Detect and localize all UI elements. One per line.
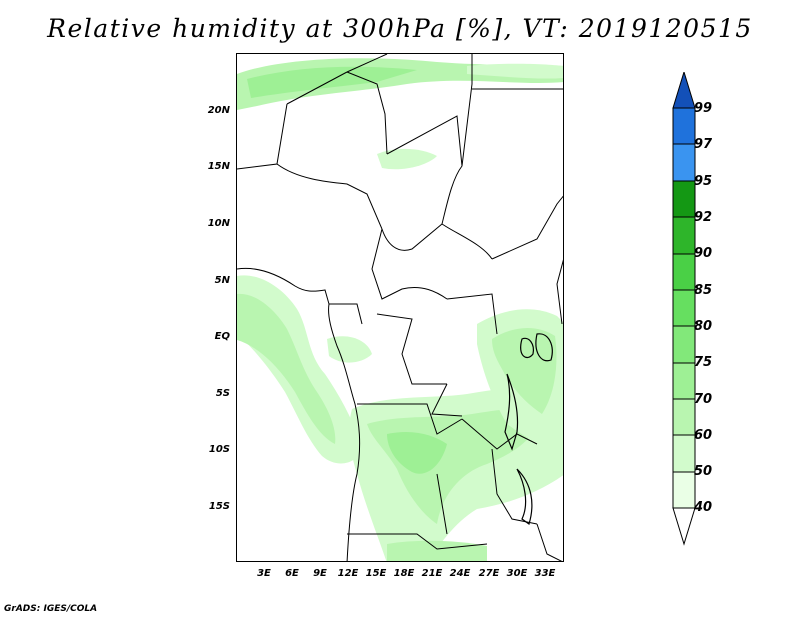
colorbar-segment-60-70 [672, 398, 696, 436]
colorbar-segment-92-95 [672, 180, 696, 218]
colorbar-label-75: 75 [694, 355, 713, 370]
humidity-area-east-inner [492, 328, 557, 414]
colorbar-label-95: 95 [694, 174, 713, 189]
lat-label-eq: EQ [214, 331, 230, 342]
humidity-area-south-core [387, 432, 447, 474]
lon-label-33e: 33E [534, 568, 556, 579]
lat-label-10s: 10S [208, 444, 230, 455]
lon-label-12e: 12E [337, 568, 359, 579]
chart-title: Relative humidity at 300hPa [%], VT: 201… [47, 14, 753, 43]
colorbar-segment-80-85 [672, 289, 696, 327]
lon-label-6e: 6E [285, 568, 299, 579]
colorbar-label-97: 97 [694, 137, 713, 152]
colorbar-label-92: 92 [694, 210, 713, 225]
lat-label-10n: 10N [207, 218, 230, 229]
lat-label-15s: 15S [208, 501, 230, 512]
colorbar-segment-90-92 [672, 216, 696, 255]
map-panel [236, 53, 564, 562]
colorbar-label-70: 70 [694, 392, 713, 407]
colorbar-segment-above-99 [672, 72, 696, 109]
colorbar-segment-below-40 [672, 507, 696, 546]
colorbar-label-80: 80 [694, 319, 713, 334]
humidity-map [237, 54, 563, 561]
colorbar-segment-95-97 [672, 143, 696, 182]
humidity-area-north-east [467, 63, 563, 79]
lon-label-18e: 18E [393, 568, 415, 579]
lat-label-15n: 15N [207, 161, 230, 172]
borders [237, 54, 563, 561]
humidity-area-bottom [387, 540, 487, 561]
colorbar-segment-40-50 [672, 471, 696, 509]
lat-label-5s: 5S [215, 388, 230, 399]
humidity-area-north-inner [247, 66, 417, 98]
colorbar-label-99: 99 [694, 101, 713, 116]
colorbar-segment-75-80 [672, 325, 696, 364]
lon-label-15e: 15E [365, 568, 387, 579]
colorbar-segment-50-60 [672, 434, 696, 473]
grads-credit: GrADS: IGES/COLA [4, 604, 98, 614]
colorbar-label-40: 40 [694, 500, 713, 515]
colorbar-label-60: 60 [694, 428, 713, 443]
lon-label-9e: 9E [313, 568, 327, 579]
colorbar-label-90: 90 [694, 246, 713, 261]
lon-label-27e: 27E [478, 568, 500, 579]
colorbar-label-50: 50 [694, 464, 713, 479]
humidity-area-congo [327, 336, 372, 363]
colorbar-segment-97-99 [672, 107, 696, 145]
colorbar-segment-85-90 [672, 253, 696, 291]
colorbar-segment-70-75 [672, 362, 696, 400]
lon-label-21e: 21E [421, 568, 443, 579]
humidity-area-southwest-inner [237, 293, 336, 444]
colorbar-label-85: 85 [694, 283, 713, 298]
lon-label-30e: 30E [506, 568, 528, 579]
lat-label-5n: 5N [214, 275, 230, 286]
humidity-shading [237, 58, 563, 561]
lakes [504, 333, 553, 525]
humidity-area-sahel [377, 148, 437, 170]
colorbar [672, 72, 696, 546]
lon-label-3e: 3E [257, 568, 271, 579]
lat-label-20n: 20N [207, 105, 230, 116]
lon-label-24e: 24E [449, 568, 471, 579]
